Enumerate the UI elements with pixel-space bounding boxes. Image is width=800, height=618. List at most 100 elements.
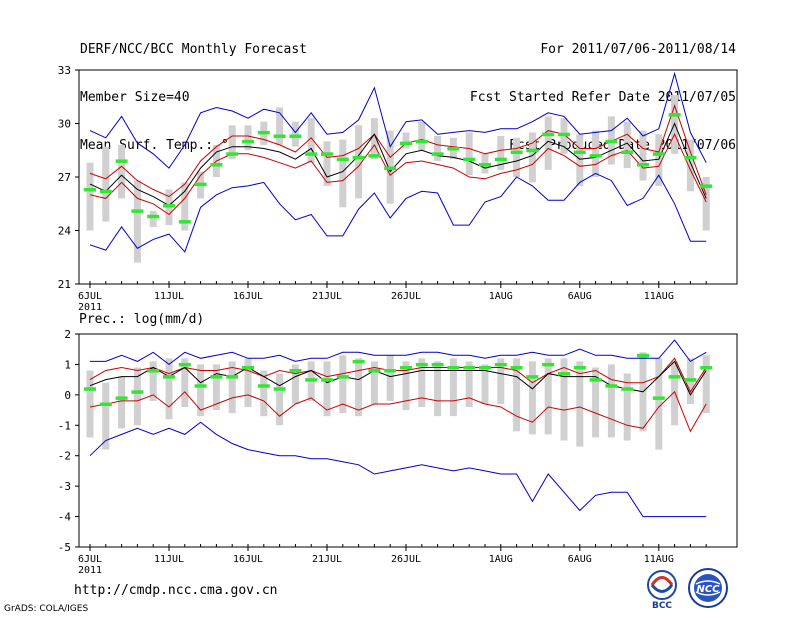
prec-spread-bar (339, 355, 347, 414)
prec-spread-bar (165, 358, 173, 420)
prec-spread-bar (544, 358, 552, 435)
temp-spread-bar (544, 116, 552, 170)
prec-spread-bar (212, 364, 220, 411)
temp-member-mark (637, 163, 649, 167)
prec-x-tick-label: 11AUG (644, 554, 674, 565)
temp-member-mark (684, 155, 697, 160)
temp-spread-bar (434, 135, 442, 161)
prec-spread-bar (197, 364, 205, 417)
temp-member-mark (257, 130, 270, 135)
prec-spread-bar (513, 358, 521, 432)
prec-member-mark (321, 378, 333, 382)
temp-spread-bar (639, 130, 647, 181)
prec-member-mark (115, 396, 128, 400)
prec-spread-bar (671, 361, 679, 426)
temp-member-mark (558, 132, 570, 137)
temp-spread-bar (513, 137, 521, 177)
temp-series-max-line (89, 71, 707, 169)
temp-spread-bar (592, 130, 600, 177)
temp-member-mark (447, 146, 460, 151)
prec-member-mark (526, 375, 539, 379)
prec-y-tick-label: -4 (58, 511, 72, 524)
temp-spread-bar (149, 210, 157, 227)
prec-member-mark (668, 375, 681, 379)
prec-spread-bar (323, 361, 331, 417)
temp-member-mark (621, 150, 634, 155)
prec-member-mark (558, 372, 570, 376)
prec-year-label: 2011 (78, 565, 102, 576)
temp-member-mark (463, 157, 476, 162)
prec-spread-bar (418, 358, 426, 408)
temp-x-tick-label: 26JUL (391, 291, 421, 302)
prec-spread-bar (86, 370, 94, 438)
temp-member-mark (242, 139, 254, 144)
temp-y-tick-label: 30 (58, 118, 71, 131)
temp-x-tick-label: 16JUL (233, 291, 263, 302)
member-size-label: Member Size=40 (80, 90, 190, 105)
prec-member-mark (431, 362, 444, 367)
prec-member-mark (494, 362, 507, 367)
prec-member-mark (289, 369, 302, 373)
bcc-logo: BCC (647, 570, 677, 610)
prec-spread-bar (370, 361, 378, 404)
temp-spread-bar (276, 107, 284, 145)
temp-spread-bar (86, 162, 94, 231)
prec-member-mark (131, 390, 144, 394)
prec-spread-bar (260, 370, 268, 417)
temp-spread-bar (291, 121, 299, 147)
temp-spread-bar (244, 125, 252, 151)
temp-member-mark (273, 134, 286, 138)
prec-member-mark (210, 375, 223, 379)
temp-member-mark (84, 187, 96, 192)
prec-spread-bar (386, 355, 394, 401)
prec-member-mark (447, 365, 460, 370)
prec-series-mean-line (89, 360, 707, 396)
temp-member-mark (178, 220, 191, 224)
prec-member-mark (99, 402, 112, 406)
temp-spread-bar (655, 134, 663, 186)
temp-member-mark (542, 132, 555, 137)
prec-x-tick-label: 11JUL (154, 554, 184, 565)
prec-member-mark (147, 369, 160, 373)
temp-member-mark (510, 150, 523, 155)
prec-member-mark (652, 396, 665, 400)
ncc-logo-text: NCC (696, 584, 720, 595)
temp-member-mark (368, 154, 381, 158)
prec-member-mark (573, 365, 586, 370)
prec-member-mark (226, 375, 239, 379)
temp-series-min-line (89, 172, 707, 253)
prec-y-tick-label: -5 (58, 541, 71, 554)
temp-member-mark (147, 214, 160, 219)
temp-member-mark (605, 139, 618, 144)
forecast-period: For 2011/07/06-2011/08/14 (540, 42, 736, 57)
prec-spread-bar (118, 376, 126, 429)
prec-member-mark (273, 387, 286, 391)
source-url[interactable]: http://cmdp.ncc.cma.gov.cn (74, 583, 278, 598)
temp-member-mark (352, 155, 365, 160)
prec-member-mark (621, 387, 634, 391)
temp-x-tick-label: 6AUG (568, 291, 592, 302)
temp-series-lower-line (89, 133, 707, 216)
prec-member-mark (589, 378, 602, 382)
temp-member-mark (668, 113, 681, 117)
temp-spread-bar (497, 135, 505, 170)
temp-member-mark (305, 152, 318, 156)
prec-member-mark (163, 375, 175, 379)
prec-member-mark (84, 387, 96, 391)
temp-member-mark (99, 189, 112, 194)
prec-member-mark (178, 362, 191, 367)
temp-member-mark (384, 166, 397, 171)
prec-y-tick-label: -2 (58, 450, 71, 463)
prec-x-tick-label: 16JUL (233, 554, 263, 565)
prec-spread-bar (355, 358, 363, 417)
prec-y-tick-label: -1 (58, 419, 71, 432)
prec-member-mark (194, 384, 207, 388)
temp-member-mark (163, 204, 175, 208)
prec-member-mark (257, 384, 270, 388)
temp-member-mark (194, 182, 207, 187)
temp-spread-bar (133, 180, 141, 263)
temp-x-tick-label: 11JUL (154, 291, 184, 302)
temp-member-mark (479, 163, 491, 167)
temp-plot-frame (78, 69, 738, 285)
bcc-logo-text: BCC (652, 601, 672, 610)
